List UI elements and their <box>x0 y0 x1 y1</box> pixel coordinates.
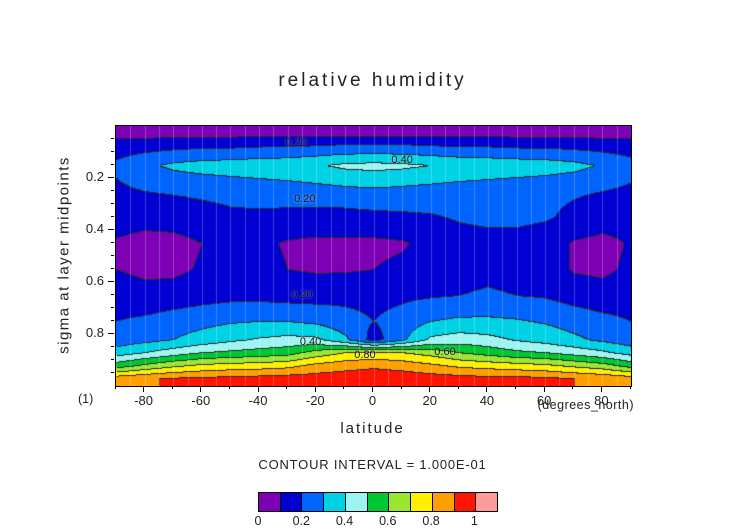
x-minor-tick <box>572 386 574 389</box>
colorbar-segment <box>475 493 498 511</box>
x-minor-tick <box>515 386 517 389</box>
y-tick-label: 0.8 <box>85 325 104 340</box>
colorbar-tick-label: 0.6 <box>379 514 397 528</box>
y-minor-tick <box>111 241 114 243</box>
y-minor-tick <box>111 189 114 191</box>
x-tick <box>314 386 316 392</box>
contour-label: 0.40 <box>391 153 413 166</box>
colorbar-segment <box>279 493 302 511</box>
x-tick <box>600 386 602 392</box>
y-tick-label: 0.4 <box>85 221 104 236</box>
contour-label: 0.20 <box>291 289 313 301</box>
x-tick-label: 40 <box>479 393 495 408</box>
contour-label: 0.60 <box>434 346 456 359</box>
colorbar-segment <box>410 493 432 511</box>
x-tick-label: -60 <box>191 393 211 408</box>
x-tick-label: -40 <box>248 393 268 408</box>
colorbar-tick-label: 0.8 <box>422 514 440 528</box>
y-tick <box>108 228 114 230</box>
y-tick <box>108 176 114 178</box>
x-minor-tick <box>114 386 116 389</box>
colorbar-segment <box>388 493 411 511</box>
y-minor-tick <box>111 163 114 165</box>
colorbar-segment <box>259 493 280 511</box>
colorbar-tick-label: 0.2 <box>292 514 310 528</box>
y-minor-tick <box>111 371 114 373</box>
y-minor-tick <box>111 293 114 295</box>
x-minor-tick <box>286 386 288 389</box>
y-minor-tick <box>111 319 114 321</box>
x-tick-label: 60 <box>536 393 552 408</box>
x-tick <box>257 386 259 392</box>
x-minor-tick <box>171 386 173 389</box>
colorbar-tick-label: 0 <box>254 514 262 528</box>
x-axis-label: latitude <box>340 420 405 437</box>
y-tick <box>108 332 114 334</box>
y-minor-tick <box>111 137 114 139</box>
y-minor-tick <box>111 254 114 256</box>
y-tick <box>108 280 114 282</box>
colorbar-segment <box>301 493 324 511</box>
colorbar-segment <box>366 493 389 511</box>
colorbar-segment <box>453 493 476 511</box>
x-tick <box>486 386 488 392</box>
colorbar-segment <box>344 493 367 511</box>
colorbar-tick-label: 1 <box>470 514 478 528</box>
colorbar-segment <box>431 493 454 511</box>
colorbar-tick-label: 0.4 <box>335 514 354 528</box>
x-minor-tick <box>457 386 459 389</box>
x-tick-label: -80 <box>134 393 153 408</box>
contour-label: 0.20 <box>294 192 316 205</box>
x-minor-tick <box>400 386 402 389</box>
y-minor-tick <box>111 150 114 152</box>
x-tick-label: 0 <box>368 393 377 408</box>
y-minor-tick <box>111 267 114 269</box>
y-minor-tick <box>111 358 114 360</box>
x-tick <box>372 386 373 392</box>
y-tick-label: 0.2 <box>85 169 104 184</box>
x-tick-label: 20 <box>422 393 437 408</box>
x-tick <box>429 386 431 392</box>
contour-label: 0.20 <box>285 136 307 149</box>
contour-label: 0.80 <box>354 348 376 361</box>
x-tick <box>543 386 545 392</box>
x-unit-label: (degrees_north) <box>537 398 634 412</box>
colorbar-segment <box>323 493 345 511</box>
plot-frame: 0.20 0.40 0.20 0.20 0.40 0.80 0.60 <box>115 125 632 387</box>
y-minor-tick <box>111 306 114 308</box>
y-minor-tick <box>111 215 114 217</box>
x-tick-label: 80 <box>594 393 609 408</box>
colorbar <box>258 492 498 512</box>
y-tick-label: 0.6 <box>85 273 104 288</box>
chart-title: relative humidity <box>278 70 467 91</box>
x-tick <box>200 386 202 392</box>
y-minor-tick <box>111 345 114 347</box>
x-tick-label: -20 <box>305 393 325 408</box>
y-minor-tick <box>111 202 114 204</box>
x-minor-tick <box>343 386 345 389</box>
x-minor-tick <box>228 386 230 389</box>
x-minor-tick <box>629 386 631 389</box>
contour-interval-caption: CONTOUR INTERVAL = 1.000E-01 <box>258 457 487 472</box>
corner-label: (1) <box>78 392 94 406</box>
contour-label: 0.40 <box>299 335 322 348</box>
x-tick <box>143 386 145 392</box>
plot-canvas <box>116 126 631 386</box>
